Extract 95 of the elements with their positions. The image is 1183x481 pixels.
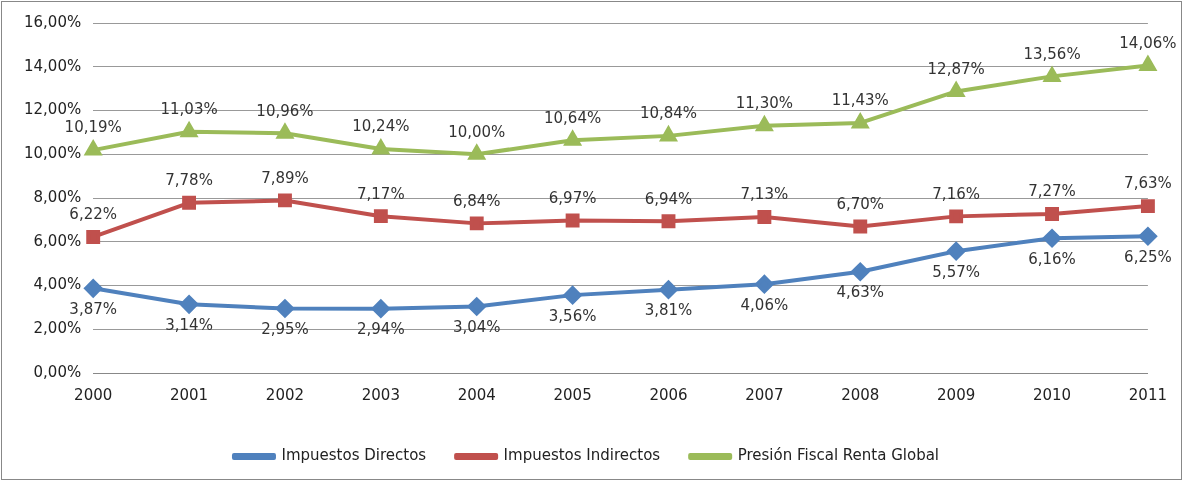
point [180,295,199,314]
data-label: 6,94% [644,189,693,208]
data-label: 13,56% [1023,44,1081,63]
point [660,126,677,142]
point [469,216,484,231]
data-label: 4,63% [836,283,885,302]
data-label: 6,70% [836,194,885,213]
data-label: 6,97% [548,188,597,207]
data-label: 10,96% [256,101,314,120]
x-tick-label: 2011 [1128,385,1168,404]
x-tick-label: 2003 [361,385,400,404]
y-tick-label: 10,00% [23,144,82,163]
data-label: 11,03% [160,100,218,119]
data-label: 10,24% [352,117,410,136]
data-label: 10,64% [544,108,602,127]
point [85,141,102,156]
data-label: 6,16% [1028,249,1076,268]
point [852,113,869,129]
data-label: 6,84% [452,191,501,210]
data-label: 10,00% [448,122,506,141]
data-label: 11,30% [735,94,793,113]
y-tick-label: 8,00% [33,187,82,206]
y-tick-label: 4,00% [33,275,82,294]
point [1139,56,1156,71]
point [468,145,485,160]
y-tick-label: 6,00% [33,231,82,250]
y-tick-label: 14,00% [23,56,82,75]
data-label: 3,04% [452,317,501,336]
x-tick-label: 2001 [169,385,209,404]
data-label: 7,16% [932,184,980,203]
point [467,297,486,316]
data-label: 12,87% [927,59,985,78]
point [755,275,774,294]
data-label: 3,81% [644,301,693,320]
x-tick-label: 2006 [649,385,688,404]
point [853,219,868,234]
legend-label: Presión Fiscal Renta Global [737,446,940,465]
point [278,193,292,208]
x-tick-label: 2002 [265,385,305,404]
point [1043,229,1062,248]
x-tick-label: 2000 [74,385,113,404]
y-tick-label: 2,00% [33,319,82,338]
data-label: 7,78% [165,171,213,190]
data-label: 5,57% [932,262,980,281]
x-tick-label: 2005 [553,385,592,404]
data-label: 11,43% [831,91,889,110]
point [1138,227,1157,246]
data-label: 7,89% [261,168,309,187]
data-label: 10,84% [639,104,698,123]
data-label: 14,06% [1119,33,1177,52]
point [755,114,774,132]
data-label: 7,27% [1028,182,1076,201]
point [84,279,103,298]
x-tick-label: 2007 [745,385,784,404]
data-label: 6,25% [1124,247,1172,266]
data-label: 2,95% [261,319,309,338]
point [851,262,870,281]
y-tick-label: 16,00% [23,12,82,31]
legend-label: Impuestos Indirectos [503,446,661,465]
x-tick-label: 2004 [457,385,496,404]
point [659,280,678,299]
point [1043,67,1061,82]
x-tick-label: 2008 [841,385,880,404]
point [276,124,294,139]
point [371,299,390,318]
point [86,229,101,244]
y-tick-label: 12,00% [23,100,82,119]
data-label: 3,14% [165,315,213,334]
data-label: 4,06% [740,295,789,314]
x-tick-label: 2010 [1032,385,1072,404]
point [949,209,964,224]
point [373,209,388,224]
data-label: 6,22% [69,205,118,224]
data-label: 10,19% [64,118,122,137]
point [563,286,582,305]
point [372,140,389,155]
legend-label: Impuestos Directos [281,446,427,465]
point [661,214,676,229]
point [182,195,197,210]
data-label: 3,56% [548,306,597,325]
data-label: 3,87% [69,299,118,318]
data-label: 7,63% [1124,174,1172,193]
data-label: 7,13% [740,185,789,204]
y-tick-label: 0,00% [33,362,82,381]
point [275,299,294,318]
data-label: 2,94% [357,320,405,339]
point [565,213,580,228]
point [1140,199,1155,214]
point [757,210,772,224]
point [564,131,581,146]
x-tick-label: 2009 [937,385,976,404]
point [947,242,966,261]
point [948,82,965,97]
point [1045,207,1059,221]
data-label: 7,17% [357,184,405,203]
